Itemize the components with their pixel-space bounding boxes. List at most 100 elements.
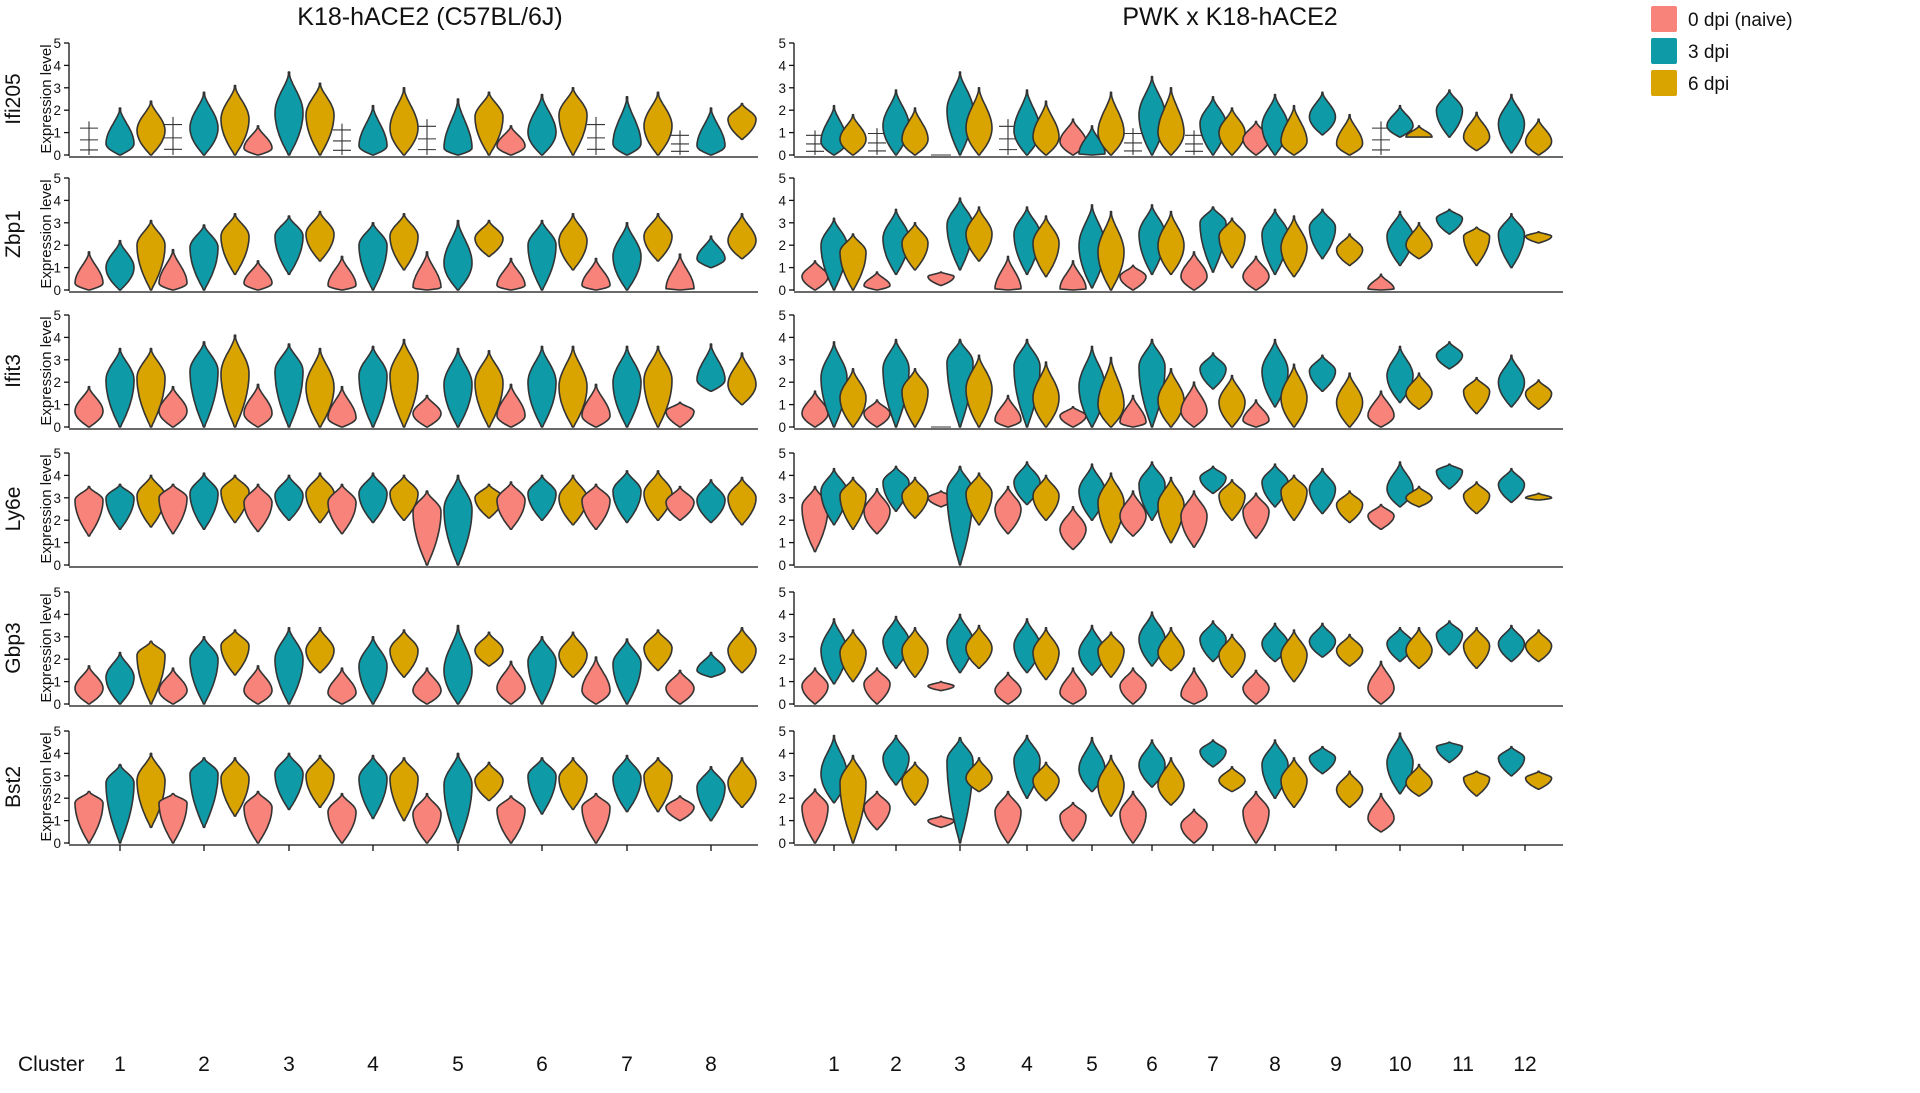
y-tick-label: 0 — [53, 283, 61, 298]
violin-left-zbp1-c7-s2 — [643, 213, 673, 262]
y-tick-label: 5 — [778, 171, 786, 186]
violin-right-ifit3-c7-s2 — [1218, 374, 1246, 428]
violin-left-zbp1-c5-s0 — [412, 251, 442, 291]
violin-right-ly6e-c2-s2 — [901, 476, 929, 519]
y-tick-label: 4 — [53, 58, 61, 73]
violin-left-ly6e-c1-s1 — [105, 483, 135, 530]
panel-right-row-ifi205: 0 1 2 3 4 5 — [778, 36, 1563, 163]
violin-right-bst2-c3-s2 — [965, 757, 993, 793]
gene-label-ifit3: Ifit3 — [2, 354, 25, 388]
violin-left-zbp1-c8-s2 — [727, 213, 757, 260]
violin-right-zbp1-c2-s0 — [863, 271, 891, 291]
violin-right-bst2-c2-s2 — [901, 761, 929, 806]
violin-right-ly6e-c8-s0 — [1242, 492, 1270, 539]
violin-left-bst2-c2-s2 — [220, 757, 250, 817]
violin-right-ly6e-c4-s2 — [1032, 474, 1060, 521]
violin-left-ifi205-c5-s1 — [443, 98, 473, 156]
violin-left-ly6e-c4-s0 — [327, 483, 357, 535]
violin-right-bst2-c6-s2 — [1157, 757, 1185, 806]
violin-right-ifit3-c9-s2 — [1335, 372, 1364, 428]
cluster-tick-right-3: 3 — [954, 1053, 966, 1076]
violin-left-bst2-c2-s0 — [158, 792, 188, 844]
violin-right-zbp1-c2-s2 — [901, 222, 929, 271]
violin-right-gbp3-c6-s2 — [1157, 627, 1185, 672]
violin-left-gbp3-c8-s0 — [665, 669, 695, 705]
y-tick-label: 5 — [53, 308, 61, 323]
y-axis-title: Expression level — [38, 316, 55, 425]
violin-left-ifit3-c1-s0 — [74, 385, 104, 428]
violin-left-ifi205-c2-s0 — [164, 116, 182, 155]
y-tick-label: 1 — [53, 814, 61, 829]
panel-right-row-ly6e: 0 1 2 3 4 5 — [778, 446, 1563, 573]
y-tick-label: 4 — [778, 58, 786, 73]
violin-right-zbp1-c3-s0 — [927, 271, 955, 287]
y-tick-label: 5 — [778, 36, 786, 51]
violin-right-zbp1-c4-s2 — [1032, 215, 1060, 278]
violin-right-bst2-c1-s2 — [839, 754, 867, 844]
violin-right-ifit3-c9-s1 — [1308, 354, 1337, 392]
violin-left-bst2-c7-s2 — [643, 757, 673, 813]
violin-right-zbp1-c10-s0 — [1367, 273, 1395, 291]
violin-left-zbp1-c5-s2 — [474, 219, 504, 258]
violin-right-gbp3-c2-s0 — [863, 667, 891, 705]
violin-left-ly6e-c8-s0 — [665, 485, 695, 521]
y-tick-label: 5 — [778, 724, 786, 739]
violin-left-bst2-c5-s0 — [412, 792, 442, 844]
violin-left-zbp1-c2-s1 — [189, 224, 219, 291]
violin-left-bst2-c8-s2 — [727, 757, 757, 808]
violin-right-zbp1-c3-s2 — [965, 206, 993, 262]
violin-left-ifi205-c4-s0 — [333, 123, 351, 155]
violin-left-ly6e-c5-s0 — [412, 490, 442, 566]
violin-right-ly6e-c3-s1 — [946, 465, 974, 566]
violin-right-ifit3-c10-s2 — [1405, 372, 1433, 410]
violin-left-gbp3-c1-s1 — [105, 651, 135, 705]
violin-right-zbp1-c4-s0 — [994, 255, 1022, 291]
panel-right-row-ifit3: 0 1 2 3 4 5 — [778, 308, 1563, 435]
y-tick-label: 3 — [778, 630, 786, 645]
violin-right-bst2-c9-s2 — [1335, 770, 1364, 808]
y-tick-label: 0 — [53, 148, 61, 163]
y-tick-label: 4 — [778, 468, 786, 483]
violin-right-gbp3-c9-s2 — [1335, 633, 1364, 667]
violin-left-bst2-c4-s2 — [389, 757, 419, 822]
panel-right-row-gbp3: 0 1 2 3 4 5 — [778, 585, 1563, 712]
y-tick-label: 0 — [778, 283, 786, 298]
violin-right-gbp3-c11-s1 — [1435, 620, 1464, 656]
y-tick-label: 3 — [53, 630, 61, 645]
violin-right-ifi205-c9-s2 — [1335, 113, 1364, 156]
violin-left-gbp3-c1-s0 — [74, 665, 104, 705]
legend-swatch-6dpi — [1651, 70, 1677, 96]
violin-right-ifit3-c5-s2 — [1097, 356, 1125, 428]
violin-left-zbp1-c3-s0 — [243, 260, 273, 291]
violin-right-ly6e-c7-s0 — [1180, 490, 1208, 548]
y-tick-label: 1 — [53, 536, 61, 551]
violin-left-zbp1-c3-s1 — [274, 215, 304, 276]
legend-swatch-3dpi — [1651, 38, 1677, 64]
violin-right-ifi205-c10-s1 — [1386, 104, 1414, 138]
violin-left-gbp3-c6-s1 — [527, 636, 557, 705]
violin-left-gbp3-c7-s1 — [612, 638, 642, 705]
violin-right-ifi205-c6-s2 — [1157, 87, 1185, 156]
y-tick-label: 1 — [778, 126, 786, 141]
violin-left-gbp3-c5-s1 — [443, 624, 473, 705]
violin-right-ifit3-c3-s2 — [965, 354, 993, 428]
violin-left-ifit3-c5-s0 — [412, 394, 442, 428]
violin-right-ly6e-c10-s2 — [1405, 485, 1433, 508]
violin-left-ifit3-c8-s1 — [696, 343, 726, 392]
violin-right-bst2-c4-s0 — [994, 790, 1022, 844]
violin-left-zbp1-c6-s0 — [496, 257, 526, 291]
cluster-tick-right-9: 9 — [1330, 1053, 1342, 1076]
violin-left-zbp1-c8-s1 — [696, 235, 726, 269]
violin-left-ly6e-c4-s1 — [358, 472, 388, 524]
y-tick-label: 1 — [778, 261, 786, 276]
violin-left-ifit3-c4-s2 — [389, 338, 419, 428]
violin-left-gbp3-c2-s1 — [189, 636, 219, 705]
y-tick-label: 2 — [778, 375, 786, 390]
violin-left-ly6e-c8-s1 — [696, 479, 726, 524]
violin-left-ifit3-c7-s2 — [643, 345, 673, 428]
violin-left-ifit3-c6-s1 — [527, 345, 557, 428]
cluster-tick-right-5: 5 — [1086, 1053, 1098, 1076]
y-tick-label: 3 — [778, 491, 786, 506]
violin-right-gbp3-c4-s2 — [1032, 627, 1060, 681]
y-tick-label: 5 — [778, 585, 786, 600]
